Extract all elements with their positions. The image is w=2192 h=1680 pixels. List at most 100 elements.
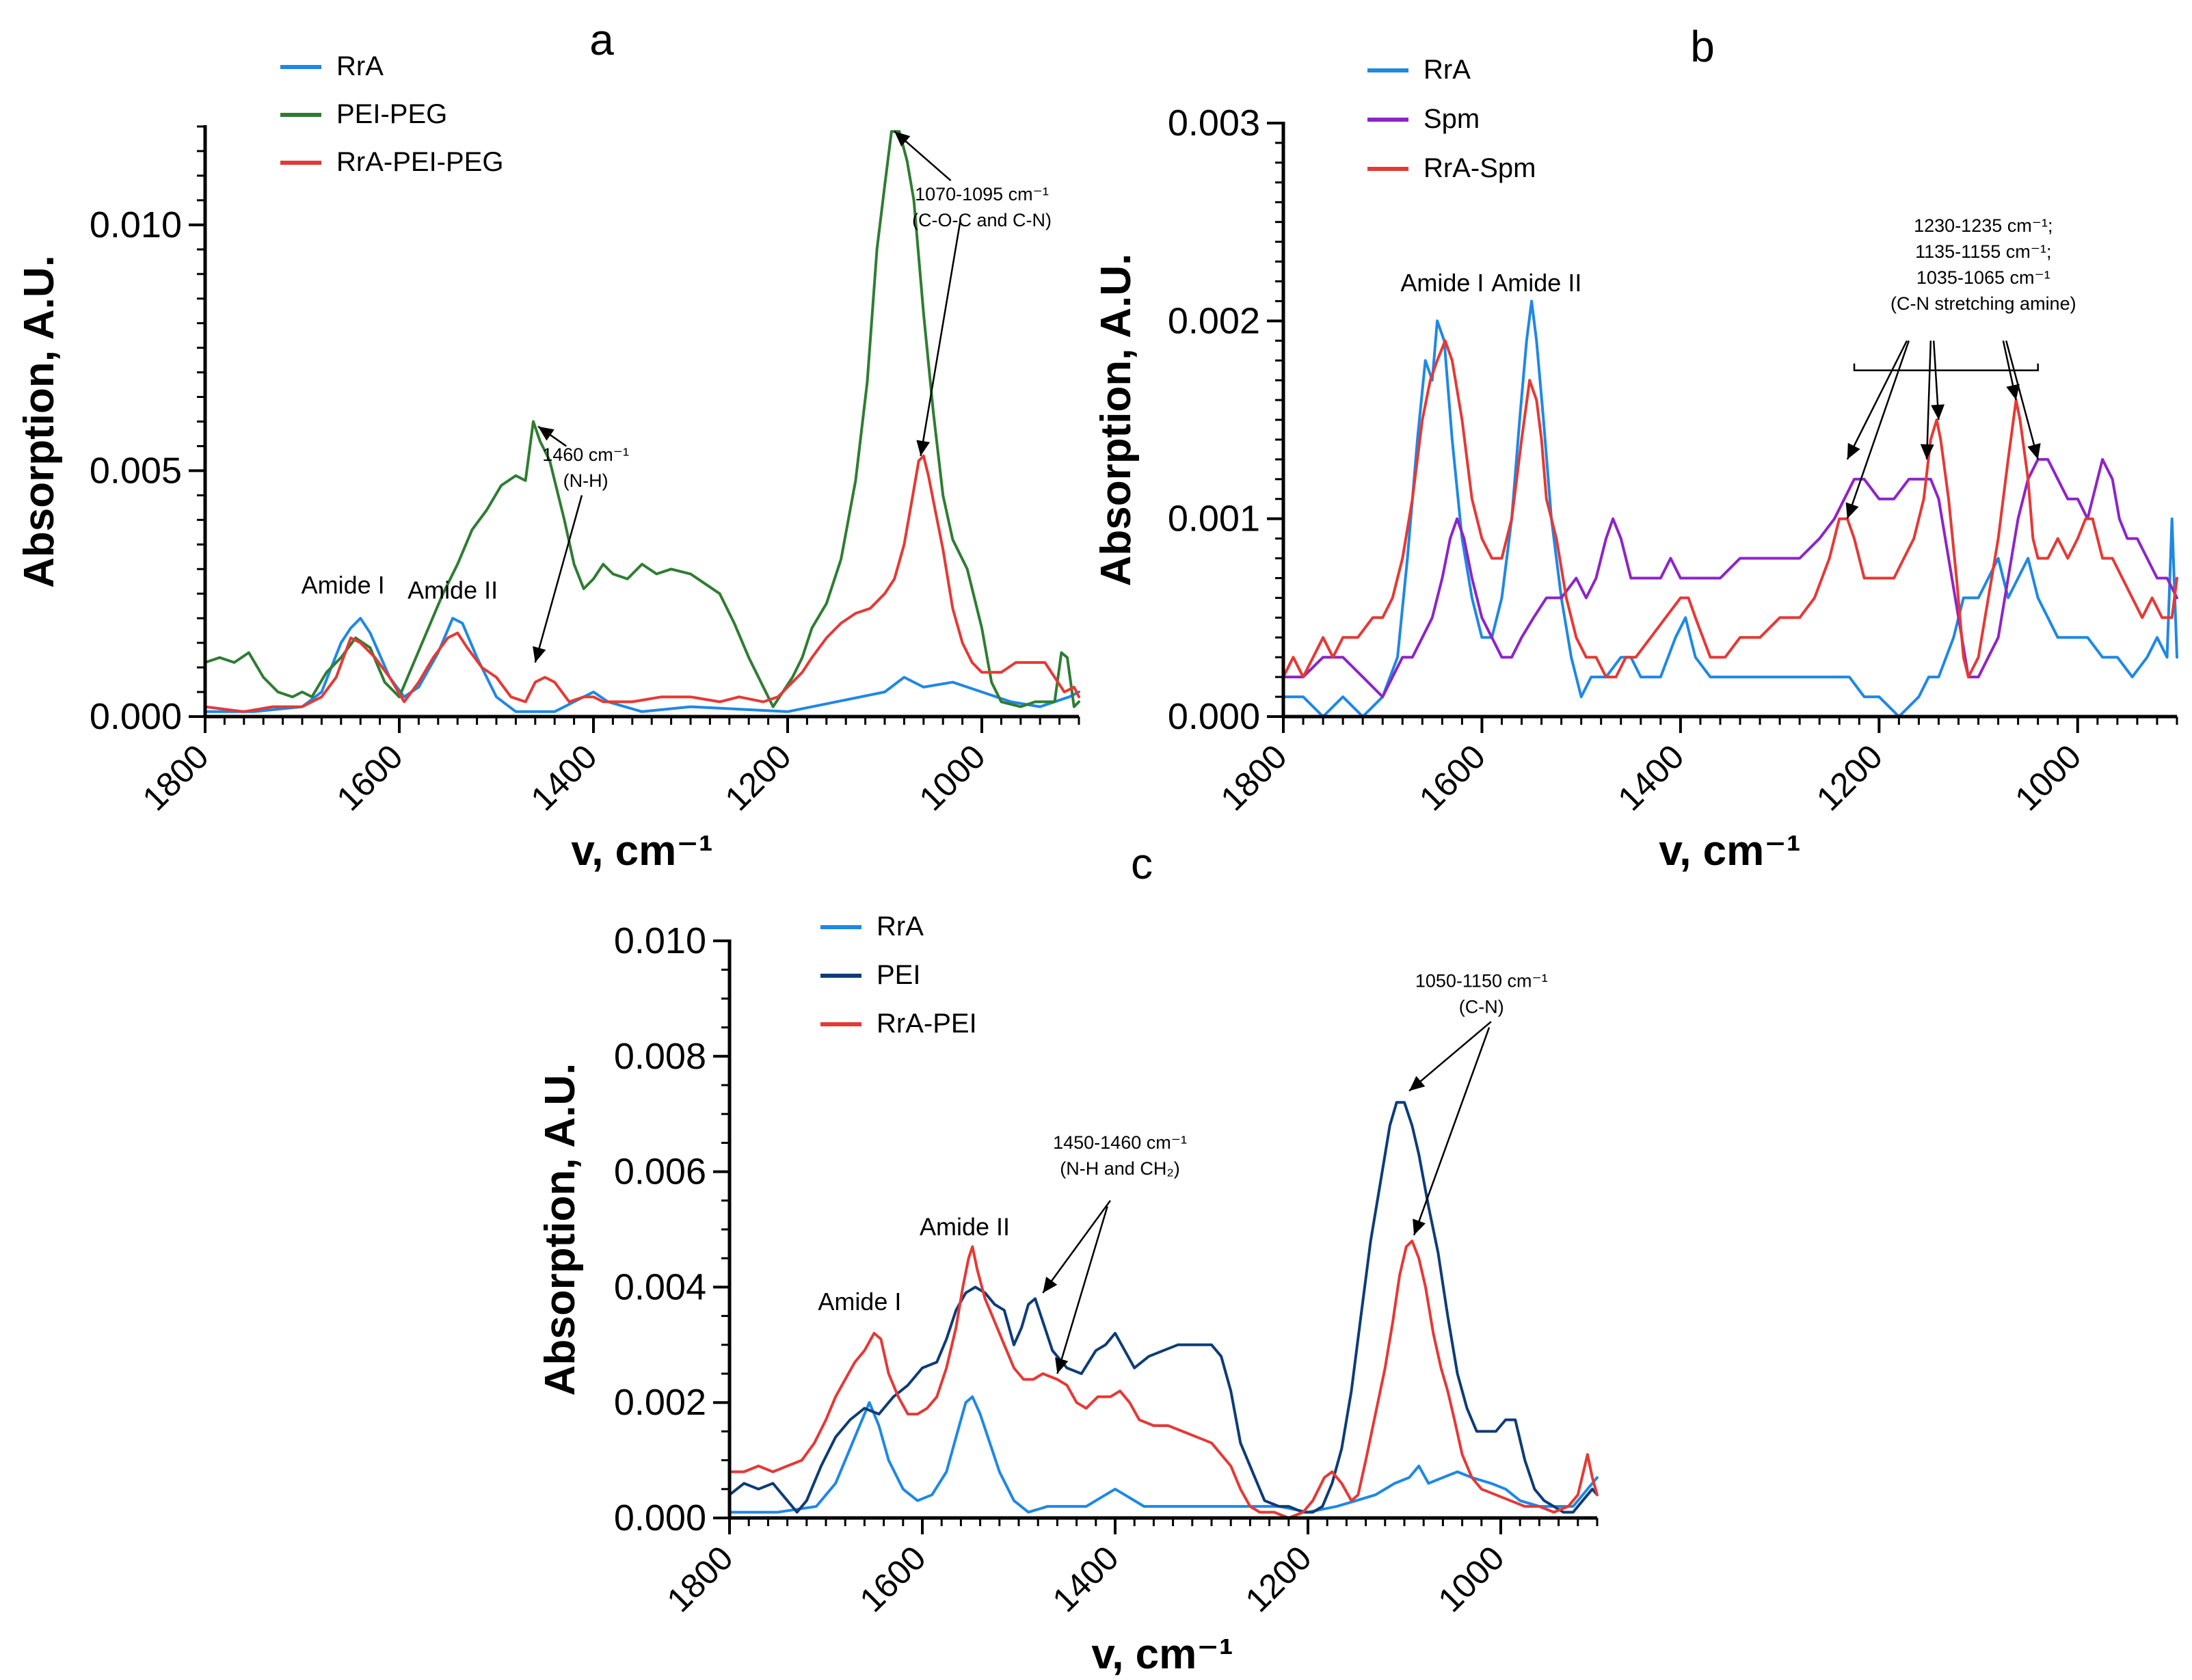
x-tick-label: 1200 [1238,1538,1319,1619]
y-tick-label: 0.003 [1168,103,1260,144]
annotation-text: 1230-1235 cm⁻¹; [1914,215,2053,236]
annotation-arrowhead [1847,442,1860,459]
annotation-arrow [1056,1205,1108,1374]
y-tick-label: 0.005 [90,450,182,491]
annotation-text: 1135-1155 cm⁻¹; [1915,241,2051,262]
peak-label: Amide I [302,571,385,599]
annotation-text: (C-O-C and C-N) [912,210,1052,230]
legend-label: RrA [877,911,924,942]
x-tick-label: 1400 [1610,737,1691,818]
annotation-text: 1460 cm⁻¹ [542,444,629,465]
x-axis-title: v, cm⁻¹ [1091,1631,1233,1678]
peak-label: Amide II [407,576,498,604]
legend-label: PEI [877,960,920,990]
y-tick-label: 0.002 [1168,300,1260,341]
peak-label: Amide II [1491,269,1581,297]
panel-b: b 0.000 0.001 0.002 0.003 1800 1600 1400 1200 100… [1093,22,2178,875]
y-tick-label: 0.010 [614,920,706,961]
x-tick-label: 1800 [135,737,216,818]
x-tick-label: 1200 [718,737,799,818]
x-tick-label: 1600 [1412,737,1493,818]
annotation-arrowhead [1413,1218,1426,1236]
peak-label: Amide II [920,1212,1010,1240]
panel-a: a 0.000 0.005 0.010 1800 1600 1400 1200 1000 Abso… [16,15,1080,875]
annotation-arrowhead [1920,444,1934,459]
panel-label: b [1690,22,1715,71]
legend-label: RrA-Spm [1424,153,1536,183]
series-line-rra [728,1395,1599,1514]
annotation-arrowhead [916,440,931,456]
annotation-arrowhead [538,426,554,441]
annotation-text: (N-H and CH₂) [1060,1158,1180,1179]
y-axis-title: Absorption, A.U. [1093,254,1140,587]
panel-label: c [1131,839,1153,888]
legend-label: RrA-PEI-PEG [336,147,503,177]
annotation-arrowhead [1845,502,1859,519]
x-tick-label: 1800 [660,1538,740,1619]
annotation-arrow [1925,341,1932,459]
annotation-text: (C-N) [1459,997,1504,1017]
y-tick-label: 0.000 [614,1497,706,1538]
x-tick-label: 1400 [524,737,604,818]
x-tick-label: 1000 [1431,1538,1512,1619]
y-axis-title: Absorption, A.U. [16,255,63,588]
series-line-rra [204,617,1080,713]
annotation-arrow [1846,340,1908,460]
annotation-arrowhead [1043,1277,1058,1293]
annotation-arrowhead [1409,1076,1426,1091]
x-tick-label: 1000 [2007,737,2088,818]
series-line-rra [1282,299,2178,718]
x-tick-label: 1400 [1045,1538,1126,1619]
annotation-text: 1050-1150 cm⁻¹ [1415,971,1548,991]
legend-label: Spm [1424,104,1480,134]
x-tick-label: 1200 [1809,737,1890,818]
annotation-bracket [1853,363,2039,371]
y-tick-label: 0.010 [90,204,182,245]
series-line-rra-pei [728,1239,1599,1519]
legend-label: RrA [1424,55,1471,85]
annotation-arrowhead [1055,1357,1069,1374]
annotation-text: 1035-1065 cm⁻¹ [1916,267,2050,288]
series-line-rra-spm [1282,339,2178,679]
x-tick-label: 1000 [912,737,993,818]
peak-label: Amide I [818,1288,901,1316]
series-line-spm [1282,457,2178,699]
annotation-arrow [1408,1021,1492,1092]
panel-c: c 0.000 0.002 0.004 0.006 0.008 0.010 1800 1600 1… [537,839,1599,1678]
y-tick-label: 0.002 [614,1382,706,1423]
annotation-arrow [1042,1200,1111,1294]
annotation-arrowhead [2006,384,2020,401]
annotation-arrowhead [1931,404,1945,420]
panel-label: a [589,15,614,64]
annotation-arrow [534,495,583,663]
y-tick-label: 0.000 [90,696,182,737]
y-tick-label: 0.004 [614,1266,706,1307]
annotation-text: 1450-1460 cm⁻¹ [1053,1132,1187,1153]
annotation-arrow [2005,340,2039,460]
legend-label: RrA-PEI [877,1009,977,1039]
y-tick-label: 0.006 [614,1151,706,1192]
annotation-arrowhead [2027,443,2041,459]
peak-label: Amide I [1400,269,1484,297]
x-tick-label: 1800 [1214,737,1294,818]
annotation-arrow [1413,1027,1491,1236]
annotation-arrowhead [894,131,911,147]
annotation-text: (C-N stretching amine) [1890,293,2076,314]
x-axis-title: v, cm⁻¹ [571,827,712,875]
x-tick-label: 1600 [853,1538,933,1619]
annotation-text: (N-H) [563,470,609,491]
annotation-arrowhead [533,646,546,663]
x-tick-label: 1600 [330,737,410,818]
y-tick-label: 0.008 [614,1036,706,1077]
series-line-pei-peg [204,130,1080,708]
series-line-rra-pei-peg [204,454,1080,713]
y-tick-label: 0.001 [1168,498,1260,539]
legend-label: RrA [336,51,384,81]
y-tick-label: 0.000 [1168,696,1260,737]
y-axis-title: Absorption, A.U. [537,1063,584,1396]
legend-label: PEI-PEG [336,99,447,129]
series-line-pei [728,1101,1599,1514]
annotation-arrow [920,219,961,457]
x-axis-title: v, cm⁻¹ [1659,827,1800,875]
